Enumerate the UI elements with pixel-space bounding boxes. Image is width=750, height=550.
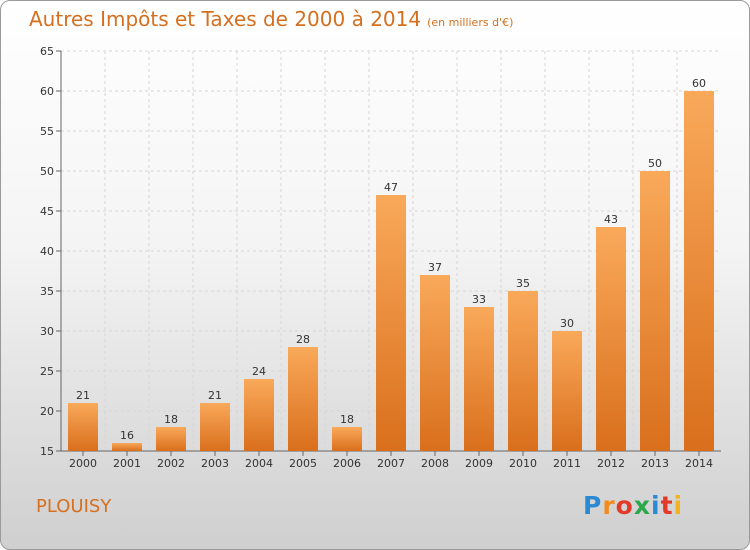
chart-title: Autres Impôts et Taxes de 2000 à 2014 bbox=[29, 7, 422, 31]
bar bbox=[112, 443, 142, 451]
x-tick-label: 2002 bbox=[157, 457, 185, 470]
bar bbox=[332, 427, 362, 451]
data-label: 43 bbox=[604, 213, 618, 226]
bar bbox=[640, 171, 670, 451]
logo-letter: P bbox=[583, 491, 603, 520]
data-label: 21 bbox=[208, 389, 222, 402]
logo-letter: r bbox=[602, 491, 616, 520]
bar bbox=[244, 379, 274, 451]
data-label: 24 bbox=[252, 365, 266, 378]
data-label: 21 bbox=[76, 389, 90, 402]
x-tick-label: 2008 bbox=[421, 457, 449, 470]
logo-letter: i bbox=[651, 491, 661, 520]
bar bbox=[684, 91, 714, 451]
x-tick-label: 2003 bbox=[201, 457, 229, 470]
y-tick-label: 30 bbox=[40, 325, 54, 338]
x-tick-label: 2009 bbox=[465, 457, 493, 470]
bar bbox=[376, 195, 406, 451]
data-label: 18 bbox=[340, 413, 354, 426]
bar bbox=[464, 307, 494, 451]
x-tick-label: 2014 bbox=[685, 457, 713, 470]
data-label: 30 bbox=[560, 317, 574, 330]
bar bbox=[156, 427, 186, 451]
data-label: 28 bbox=[296, 333, 310, 346]
x-tick-label: 2006 bbox=[333, 457, 361, 470]
x-tick-label: 2012 bbox=[597, 457, 625, 470]
data-label: 50 bbox=[648, 157, 662, 170]
bars bbox=[68, 91, 714, 451]
bar bbox=[288, 347, 318, 451]
x-tick-label: 2013 bbox=[641, 457, 669, 470]
proxiti-logo[interactable]: Proxiti bbox=[583, 491, 683, 520]
bar bbox=[420, 275, 450, 451]
y-tick-label: 60 bbox=[40, 85, 54, 98]
x-tick-label: 2001 bbox=[113, 457, 141, 470]
y-tick-label: 35 bbox=[40, 285, 54, 298]
bar bbox=[200, 403, 230, 451]
x-tick-label: 2007 bbox=[377, 457, 405, 470]
logo-letter: i bbox=[673, 491, 684, 520]
data-label: 18 bbox=[164, 413, 178, 426]
x-tick-label: 2000 bbox=[69, 457, 97, 470]
bar bbox=[552, 331, 582, 451]
y-tick-label: 15 bbox=[40, 445, 54, 458]
x-tick-label: 2004 bbox=[245, 457, 273, 470]
data-label: 47 bbox=[384, 181, 398, 194]
bar bbox=[508, 291, 538, 451]
data-label: 35 bbox=[516, 277, 530, 290]
labels: 15 20 25 30 35 40 45 50 55 60 65 21 2000 16 2001 18 2002… bbox=[40, 45, 713, 470]
data-label: 33 bbox=[472, 293, 486, 306]
x-tick-label: 2010 bbox=[509, 457, 537, 470]
logo-letter: x bbox=[633, 491, 651, 520]
chart-title-block: Autres Impôts et Taxes de 2000 à 2014 (en… bbox=[29, 7, 513, 31]
data-label: 16 bbox=[120, 429, 134, 442]
y-tick-label: 40 bbox=[40, 245, 54, 258]
bar bbox=[596, 227, 626, 451]
y-tick-label: 65 bbox=[40, 45, 54, 58]
commune-name: PLOUISY bbox=[36, 496, 112, 517]
chart-subtitle: (en milliers d'€) bbox=[427, 16, 514, 29]
x-tick-label: 2005 bbox=[289, 457, 317, 470]
y-tick-label: 55 bbox=[40, 125, 54, 138]
data-label: 37 bbox=[428, 261, 442, 274]
bar bbox=[68, 403, 98, 451]
logo-letter: o bbox=[615, 491, 634, 520]
y-tick-label: 50 bbox=[40, 165, 54, 178]
data-label: 60 bbox=[692, 77, 706, 90]
y-tick-label: 45 bbox=[40, 205, 54, 218]
x-tick-label: 2011 bbox=[553, 457, 581, 470]
y-tick-label: 20 bbox=[40, 405, 54, 418]
y-tick-label: 25 bbox=[40, 365, 54, 378]
logo-letter: t bbox=[660, 491, 674, 520]
